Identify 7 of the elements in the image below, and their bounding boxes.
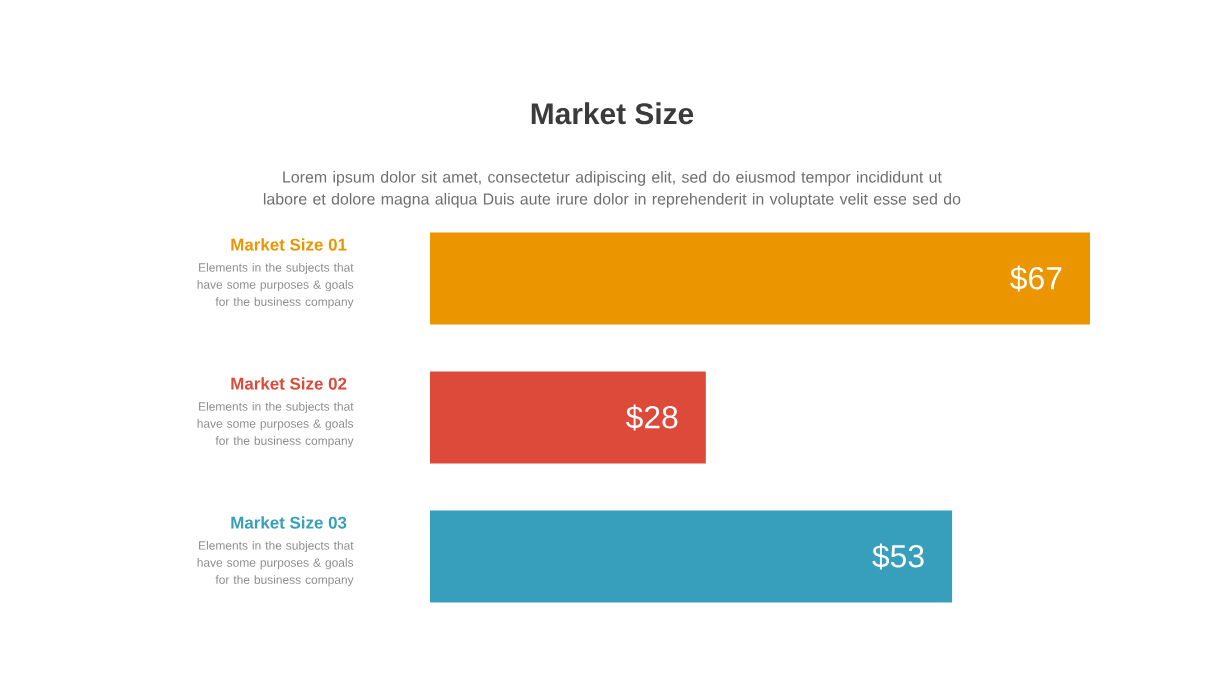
chart-title: Market Size	[531, 102, 694, 125]
y-tick-label: Market Size 03	[231, 516, 347, 529]
y-tick-label: Market Size 02	[231, 377, 347, 390]
data-label: $28	[625, 404, 678, 431]
data-label: $67	[1010, 265, 1062, 292]
data-label: $53	[872, 543, 924, 570]
y-tick-label: Market Size 01	[231, 238, 347, 251]
